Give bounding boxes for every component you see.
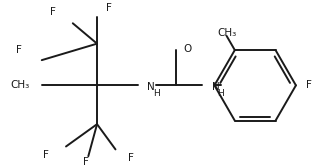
Text: F: F bbox=[83, 157, 89, 167]
Text: F: F bbox=[306, 80, 312, 90]
Text: O: O bbox=[183, 43, 192, 53]
Text: H: H bbox=[217, 89, 224, 98]
Text: H: H bbox=[153, 89, 160, 98]
Text: F: F bbox=[50, 7, 56, 17]
Text: N: N bbox=[212, 82, 219, 92]
Text: CH₃: CH₃ bbox=[217, 28, 236, 38]
Text: CH₃: CH₃ bbox=[11, 80, 30, 90]
Text: F: F bbox=[43, 150, 49, 160]
Text: F: F bbox=[128, 153, 134, 163]
Text: N: N bbox=[147, 82, 155, 92]
Text: F: F bbox=[16, 45, 21, 55]
Text: F: F bbox=[106, 3, 112, 13]
